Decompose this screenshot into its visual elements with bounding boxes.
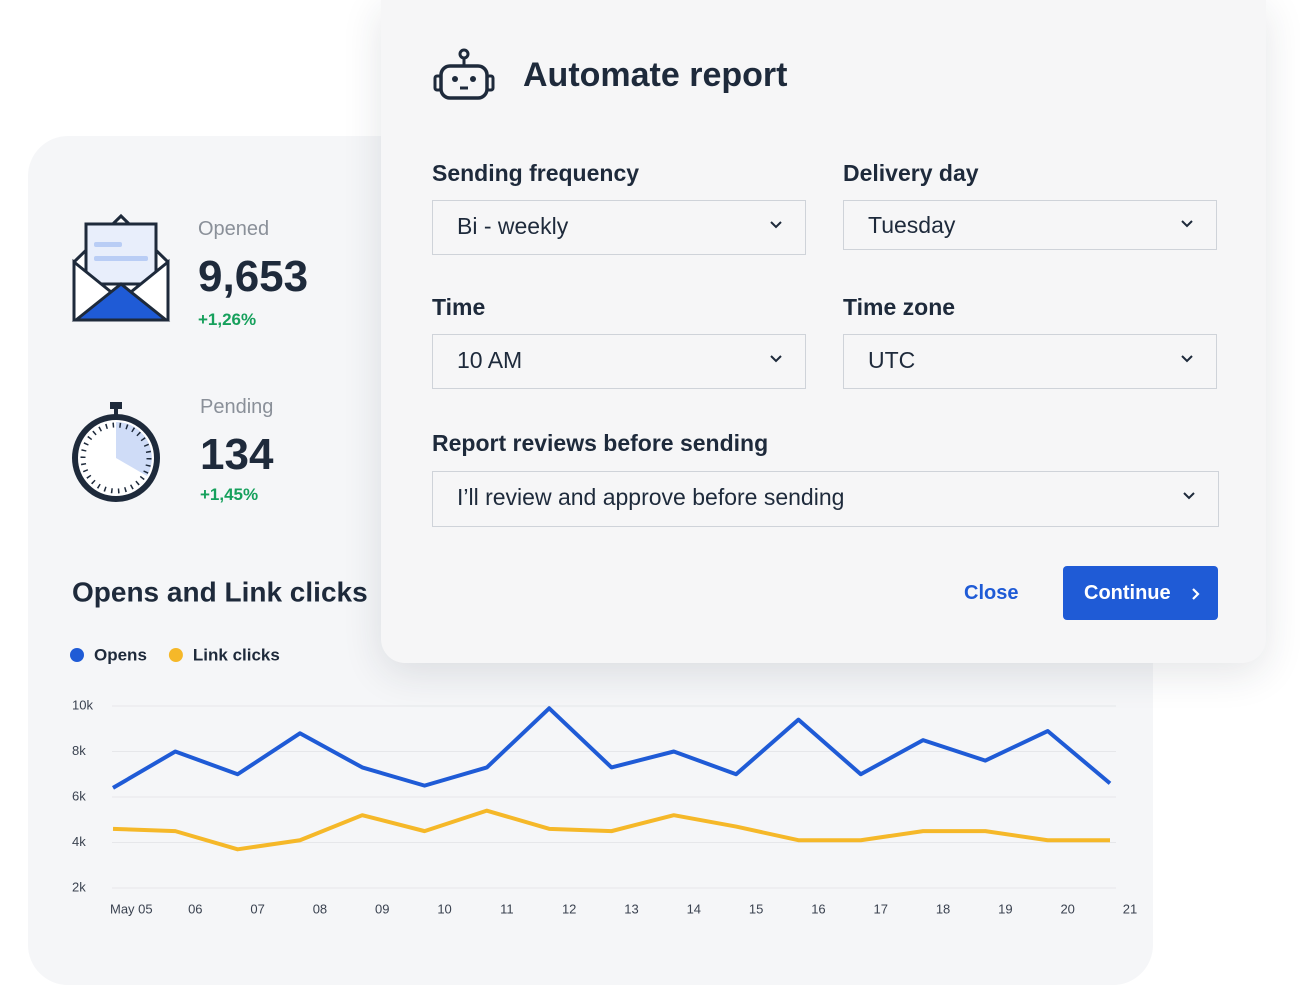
button-label: Continue	[1084, 582, 1171, 604]
series-line	[111, 706, 1112, 790]
x-tick-label: May 05	[110, 901, 153, 916]
x-tick-label: 12	[562, 901, 576, 916]
field-label: Delivery day	[843, 160, 979, 186]
chevron	[770, 355, 782, 363]
chevron	[1181, 220, 1193, 228]
select[interactable]: Tuesday	[843, 200, 1217, 250]
series-line	[112, 808, 1110, 852]
y-tick-label: 8k	[72, 743, 86, 758]
continue-button[interactable]: Continue	[1063, 566, 1218, 620]
x-tick-label: 14	[687, 901, 701, 916]
robot-icon	[433, 48, 495, 100]
stat-value: 9,653	[198, 252, 309, 301]
chevron	[1192, 588, 1200, 600]
select-value: Bi - weekly	[457, 213, 569, 239]
x-tick-label: 17	[874, 901, 888, 916]
y-tick-label: 4k	[72, 834, 86, 849]
select[interactable]: 10 AM	[432, 334, 806, 389]
legend-marker	[70, 648, 84, 662]
stopwatch-icon	[72, 402, 160, 502]
x-tick-label: 18	[936, 901, 950, 916]
field-label: Time zone	[843, 294, 956, 320]
dialog-title: Automate report	[523, 56, 788, 94]
close-button[interactable]: Close	[964, 582, 1019, 604]
x-tick-label: 06	[188, 901, 202, 916]
select[interactable]: Bi - weekly	[432, 200, 806, 255]
stat-change: +1,45%	[200, 485, 259, 504]
field-label: Time	[432, 294, 486, 320]
x-tick-label: 07	[250, 901, 264, 916]
y-tick-label: 2k	[72, 879, 86, 894]
x-tick-label: 11	[500, 901, 514, 916]
x-tick-label: 10	[437, 901, 451, 916]
chevron	[770, 221, 782, 229]
x-tick-label: 19	[998, 901, 1012, 916]
x-tick-label: 08	[313, 901, 327, 916]
chevron	[1181, 355, 1193, 363]
select-value: UTC	[868, 347, 916, 373]
x-tick-label: 20	[1060, 901, 1074, 916]
select-value: 10 AM	[457, 347, 523, 373]
x-tick-label: 09	[375, 901, 389, 916]
select[interactable]: UTC	[843, 334, 1217, 389]
legend-label: Opens	[94, 645, 147, 664]
envelope-icon	[71, 213, 171, 322]
legend-label: Link clicks	[193, 645, 280, 664]
x-tick-label: 13	[624, 901, 638, 916]
select-value: I’ll review and approve before sending	[457, 484, 845, 510]
x-tick-label: 15	[749, 901, 763, 916]
stat-label: Pending	[200, 396, 274, 418]
field-label: Report reviews before sending	[432, 430, 769, 456]
select[interactable]: I’ll review and approve before sending	[432, 471, 1219, 527]
x-tick-label: 21	[1123, 901, 1137, 916]
select-value: Tuesday	[868, 212, 956, 238]
y-tick-label: 6k	[72, 788, 86, 803]
stat-value: 134	[200, 430, 274, 479]
legend-marker	[168, 648, 183, 662]
automate-dialog: Automate report Sending frequency Bi - w…	[381, 0, 1266, 663]
stat-label: Opened	[198, 218, 270, 240]
y-tick-label: 10k	[72, 697, 93, 712]
stat-change: +1,26%	[198, 310, 257, 329]
field-label: Sending frequency	[432, 160, 640, 186]
chevron	[1183, 492, 1195, 500]
x-tick-label: 16	[811, 901, 825, 916]
chart-title: Opens and Link clicks	[72, 576, 368, 607]
